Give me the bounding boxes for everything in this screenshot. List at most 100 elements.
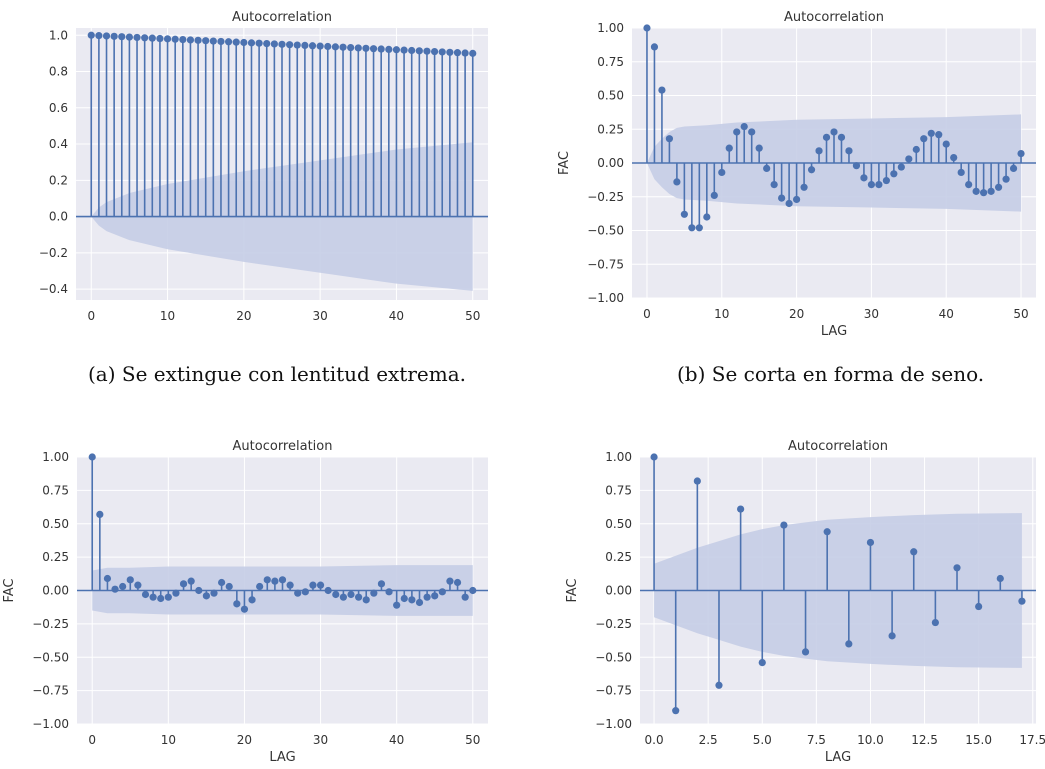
acf-point bbox=[867, 181, 876, 189]
acf-point bbox=[430, 47, 439, 56]
acf-point bbox=[658, 86, 666, 94]
acf-point bbox=[278, 40, 286, 48]
acf-point bbox=[240, 38, 248, 47]
acf-point bbox=[801, 648, 810, 656]
acf-panel-b: 0 10 20 30 40 50 −1.00 −0.75 −0.50 −0.25 0.00 0.25 0… bbox=[540, 0, 1045, 345]
y-tick-label: 0.25 bbox=[597, 122, 624, 136]
chart-title: Autocorrelation bbox=[232, 10, 332, 25]
x-tick-label: 10 bbox=[714, 307, 729, 321]
acf-point bbox=[972, 187, 980, 195]
acf-point bbox=[673, 178, 681, 186]
acf-chart-a: 0 10 20 30 40 50 −0.4 −0.2 0.0 0.2 0.4 0.6 0.8 1.0 Aut… bbox=[39, 10, 488, 323]
y-tick-label: 0.50 bbox=[597, 89, 624, 103]
acf-point bbox=[725, 144, 733, 152]
acf-point bbox=[187, 577, 195, 585]
acf-point bbox=[255, 39, 263, 47]
acf-point bbox=[370, 589, 378, 597]
chart-title: Autocorrelation bbox=[788, 439, 888, 454]
y-tick-label: −0.50 bbox=[587, 224, 624, 238]
acf-point bbox=[377, 580, 386, 588]
acf-point bbox=[119, 582, 127, 591]
acf-point bbox=[141, 34, 149, 42]
acf-point bbox=[271, 577, 279, 585]
acf-point bbox=[446, 577, 454, 585]
acf-point bbox=[179, 580, 188, 588]
y-tick-label: 0.00 bbox=[605, 584, 632, 598]
acf-point bbox=[247, 39, 256, 47]
x-tick-label: 2.5 bbox=[699, 733, 718, 747]
acf-point bbox=[301, 41, 309, 50]
x-tick-label: 0.0 bbox=[645, 733, 664, 747]
acf-point bbox=[408, 596, 416, 604]
acf-point bbox=[195, 586, 203, 595]
acf-point bbox=[755, 144, 763, 152]
acf-point bbox=[286, 41, 294, 49]
x-tick-label: 40 bbox=[939, 307, 954, 321]
x-tick-label: 20 bbox=[236, 309, 251, 323]
acf-point bbox=[431, 592, 439, 600]
acf-point bbox=[95, 32, 103, 40]
acf-point bbox=[148, 34, 156, 42]
chart-title: Autocorrelation bbox=[233, 439, 333, 454]
acf-point bbox=[680, 210, 688, 218]
acf-chart-b: 0 10 20 30 40 50 −1.00 −0.75 −0.50 −0.25 0.00 0.25 0… bbox=[557, 10, 1036, 339]
acf-point bbox=[770, 181, 778, 189]
acf-point bbox=[210, 589, 218, 597]
acf-panel-d: 0.0 2.5 5.0 7.5 10.0 12.5 15.0 17.5 −1.00 −0.75 −0… bbox=[560, 428, 1045, 769]
acf-point bbox=[882, 176, 890, 185]
acf-point bbox=[157, 594, 165, 603]
x-tick-label: 0 bbox=[87, 309, 95, 323]
acf-point bbox=[392, 46, 401, 54]
y-tick-label: −0.75 bbox=[595, 684, 632, 698]
acf-point bbox=[102, 32, 111, 40]
acf-point bbox=[423, 47, 431, 55]
acf-point bbox=[785, 199, 793, 208]
x-tick-label: 0 bbox=[643, 307, 651, 321]
x-tick-label: 30 bbox=[313, 309, 328, 323]
y-tick-label: −0.2 bbox=[39, 246, 68, 260]
acf-point bbox=[179, 36, 187, 44]
y-axis-label: FAC bbox=[565, 578, 580, 602]
acf-point bbox=[778, 194, 786, 202]
acf-point bbox=[453, 49, 462, 57]
acf-point bbox=[950, 154, 958, 162]
acf-point bbox=[1017, 149, 1025, 158]
acf-point bbox=[103, 574, 112, 583]
acf-point bbox=[377, 45, 385, 53]
acf-point bbox=[823, 528, 831, 536]
acf-point bbox=[149, 593, 157, 601]
x-tick-label: 0 bbox=[88, 733, 96, 747]
acf-point bbox=[286, 581, 294, 589]
acf-point bbox=[218, 578, 226, 587]
acf-point bbox=[931, 618, 939, 627]
x-axis-label: LAG bbox=[825, 750, 851, 765]
acf-point bbox=[172, 589, 180, 597]
acf-point bbox=[446, 48, 454, 56]
acf-point bbox=[438, 48, 446, 56]
x-tick-label: 30 bbox=[864, 307, 879, 321]
x-tick-label: 10 bbox=[160, 309, 175, 323]
acf-point bbox=[650, 43, 659, 51]
acf-point bbox=[953, 564, 961, 572]
y-tick-label: 0.25 bbox=[605, 550, 632, 564]
acf-point bbox=[1009, 164, 1018, 172]
acf-point bbox=[996, 574, 1004, 583]
acf-point bbox=[164, 593, 172, 601]
acf-point bbox=[385, 45, 393, 53]
x-tick-label: 20 bbox=[237, 733, 252, 747]
acf-point bbox=[354, 44, 362, 52]
acf-point bbox=[453, 578, 462, 587]
acf-point bbox=[339, 593, 347, 601]
acf-point bbox=[780, 521, 788, 529]
acf-point bbox=[209, 37, 217, 45]
acf-panel-a: 0 10 20 30 40 50 −0.4 −0.2 0.0 0.2 0.4 0.6 0.8 1.0 Aut… bbox=[0, 0, 500, 330]
acf-point bbox=[293, 41, 301, 49]
y-tick-label: −0.25 bbox=[587, 190, 624, 204]
x-tick-label: 40 bbox=[389, 733, 404, 747]
acf-chart-d: 0.0 2.5 5.0 7.5 10.0 12.5 15.0 17.5 −1.00 −0.75 −0… bbox=[565, 439, 1045, 765]
y-tick-label: −0.25 bbox=[595, 617, 632, 631]
acf-point bbox=[125, 33, 134, 41]
acf-point bbox=[800, 183, 808, 191]
acf-point bbox=[263, 39, 271, 48]
acf-point bbox=[202, 592, 210, 600]
